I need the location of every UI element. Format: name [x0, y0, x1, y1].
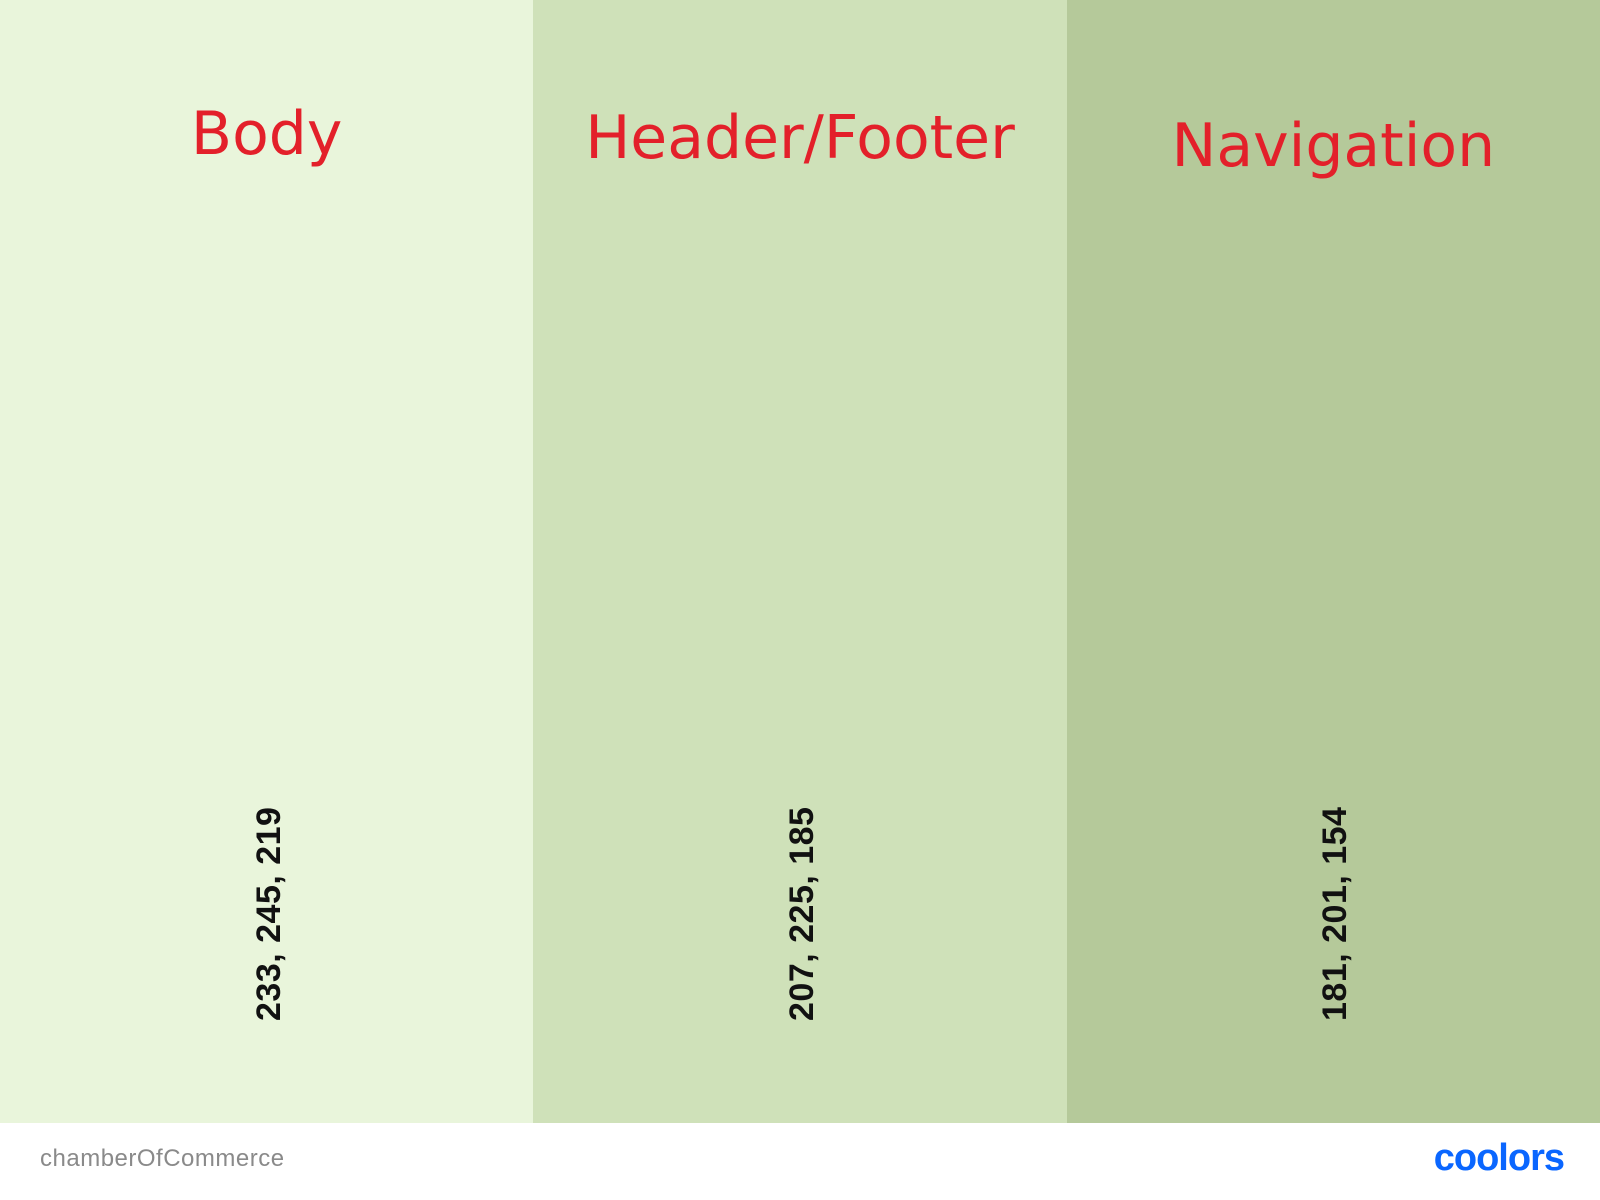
swatch-header-footer[interactable]: Header/Footer 207, 225, 185 [533, 0, 1067, 1123]
swatch-label: Header/Footer [585, 103, 1015, 173]
swatch-color-code[interactable]: 181, 201, 154 [1316, 806, 1355, 1021]
swatch-color-code[interactable]: 233, 245, 219 [249, 806, 288, 1021]
coolors-logo[interactable]: coolors [1433, 1137, 1565, 1179]
palette: Body 233, 245, 219 Header/Footer 207, 22… [0, 0, 1600, 1123]
swatch-label: Body [190, 99, 343, 169]
palette-name[interactable]: chamberOfCommerce [40, 1145, 285, 1172]
swatch-body[interactable]: Body 233, 245, 219 [0, 0, 534, 1123]
swatch-label: Navigation [1171, 111, 1496, 181]
footer: chamberOfCommerce coolors [0, 1123, 1600, 1200]
swatch-color-code[interactable]: 207, 225, 185 [782, 806, 821, 1021]
swatch-navigation[interactable]: Navigation 181, 201, 154 [1066, 0, 1600, 1123]
